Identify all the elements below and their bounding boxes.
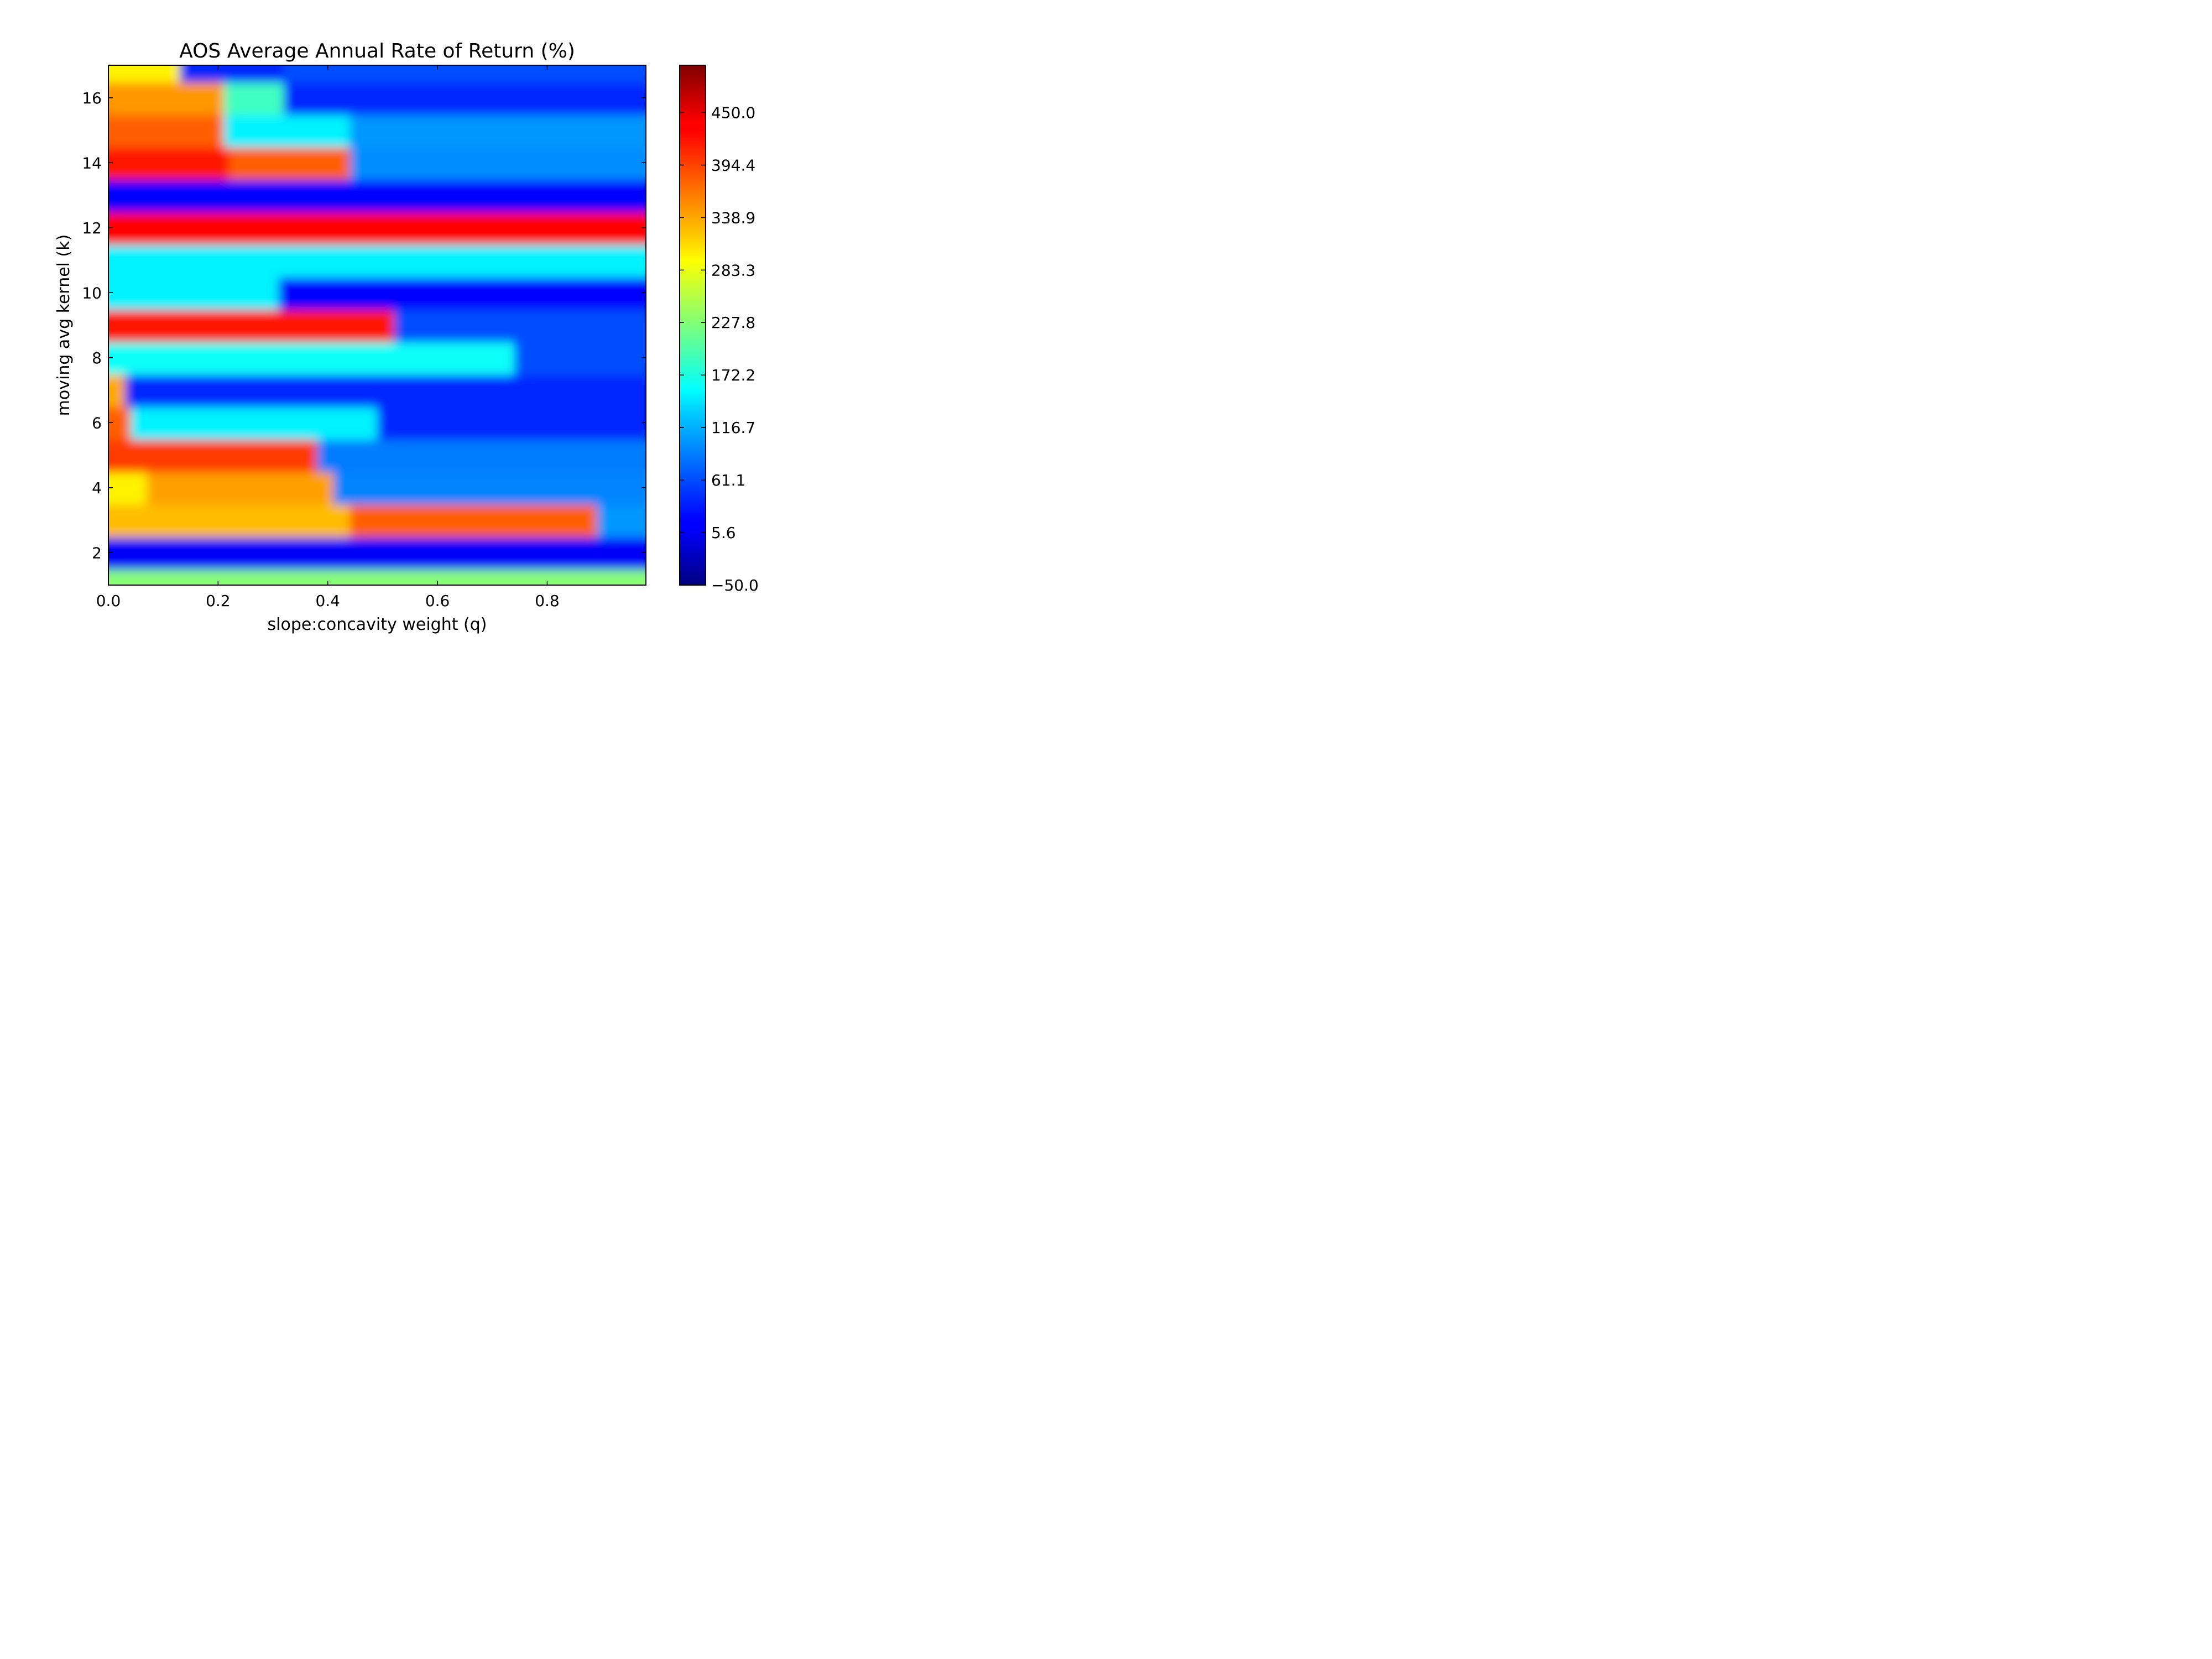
heatmap-cell	[349, 145, 646, 180]
y-tick-label: 8	[92, 349, 102, 367]
y-axis-label: moving avg kernel (k)	[54, 234, 74, 416]
heatmap-cell	[284, 80, 646, 116]
heatmap-cell	[514, 340, 646, 375]
heatmap-cell	[108, 145, 246, 180]
y-tick-label: 10	[82, 284, 102, 302]
colorbar-tick-label: 172.2	[711, 366, 755, 384]
heatmap-cell	[393, 307, 646, 343]
x-tick-label: 0.0	[96, 592, 121, 610]
y-tick-label: 12	[82, 219, 102, 237]
heatmap-cell	[108, 113, 241, 148]
colorbar-tick-label: −50.0	[711, 576, 759, 594]
heatmap-cell	[108, 178, 646, 213]
colorbar-tick-label: 338.9	[711, 208, 755, 227]
x-tick-label: 0.6	[425, 592, 450, 610]
y-tick-label: 16	[82, 89, 102, 107]
heatmap-cell	[108, 275, 295, 310]
heatmap-cell	[108, 503, 367, 538]
y-tick-label: 4	[92, 479, 102, 497]
y-axis: 2 4 6 8 10 12 14 16	[82, 89, 646, 562]
x-tick-label: 0.4	[315, 592, 340, 610]
heatmap-chart: AOS Average Annual Rate of Return (%) 0.…	[54, 40, 759, 634]
heatmap-cell	[108, 567, 646, 585]
heatmap-cell	[108, 243, 646, 278]
heatmap-cell	[130, 405, 394, 440]
heatmap-cell	[596, 503, 646, 538]
heatmap-cell	[229, 145, 367, 180]
heatmap-cell	[316, 437, 646, 473]
heatmap-cell	[377, 405, 646, 440]
heatmap-cell	[108, 340, 531, 375]
chart-title: AOS Average Annual Rate of Return (%)	[179, 40, 575, 62]
y-tick-label: 6	[92, 414, 102, 432]
heatmap-cell	[278, 275, 646, 310]
x-tick-label: 0.2	[206, 592, 231, 610]
heatmap-cell	[147, 470, 350, 505]
x-axis-label: slope:concavity weight (q)	[268, 615, 487, 634]
heatmap-cell	[223, 113, 367, 148]
colorbar-tick-label: 5.6	[711, 524, 736, 542]
colorbar-tick-label: 61.1	[711, 471, 745, 489]
plot-frame	[108, 65, 646, 586]
heatmap-cell	[349, 503, 613, 538]
x-axis: 0.0 0.2 0.4 0.6 0.8	[96, 65, 560, 610]
heatmap-cell	[108, 80, 241, 116]
colorbar-tick-label: 394.4	[711, 156, 755, 174]
colorbar	[679, 65, 706, 586]
colorbar-tick-label: 227.8	[711, 314, 755, 332]
colorbar-tick-label: 283.3	[711, 261, 755, 279]
heatmap-cell	[108, 535, 646, 570]
heatmap-cell	[108, 307, 410, 343]
heatmap-cell	[108, 437, 333, 473]
plot-area	[108, 65, 646, 585]
colorbar-tick-label: 116.7	[711, 419, 755, 437]
x-tick-label: 0.8	[535, 592, 560, 610]
heatmap-cell	[349, 113, 646, 148]
heatmap-cell	[124, 373, 646, 408]
colorbar-tick-label: 450.0	[711, 103, 755, 122]
heatmap-cell	[284, 65, 646, 83]
heatmap-cell	[333, 470, 646, 505]
colorbar-ticks: −50.0 5.6 61.1 116.7 172.2 227.8 283.3 338.9 394…	[680, 103, 759, 594]
y-tick-label: 2	[92, 544, 102, 562]
heatmap-cell	[179, 65, 301, 83]
y-tick-label: 14	[82, 154, 102, 172]
heatmap-cell	[108, 210, 646, 246]
